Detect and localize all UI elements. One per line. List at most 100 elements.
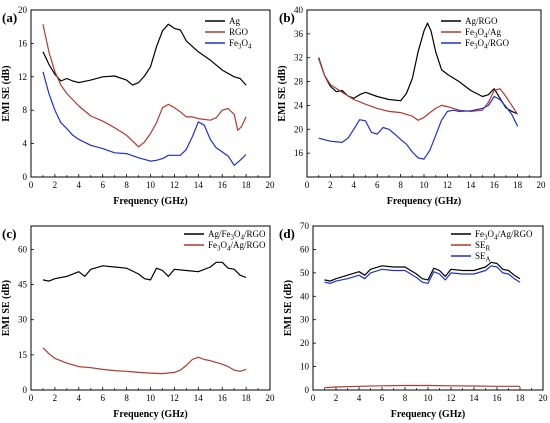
plot-frame: [312, 225, 544, 391]
panel-2: 0 2 4 6 8 10 12 14 16 18 2016202428323640Frequency…: [277, 5, 546, 207]
x-tick-label: 4: [357, 393, 362, 403]
y-tick-label: 24: [294, 100, 304, 110]
x-tick-label: 6: [375, 180, 380, 190]
x-tick-label: 12: [170, 180, 179, 190]
x-tick-label: 2: [53, 180, 58, 190]
y-tick-label: 16: [18, 38, 28, 48]
x-tick-label: 16: [493, 393, 503, 403]
x-tick-label: 16: [218, 180, 228, 190]
x-axis-title: Frequency (GHz): [391, 409, 466, 420]
x-tick-label: 6: [100, 393, 105, 403]
x-tick-label: 2: [53, 393, 58, 403]
x-tick-label: 14: [466, 180, 476, 190]
plot-frame: [30, 225, 271, 391]
x-tick-label: 12: [170, 393, 179, 403]
x-tick-label: 18: [513, 180, 523, 190]
y-tick-label: 20: [18, 5, 28, 15]
plot-frame: [306, 9, 542, 178]
x-tick-label: 14: [470, 393, 480, 403]
x-tick-label: 0: [29, 393, 34, 403]
x-tick-label: 4: [352, 180, 357, 190]
panel-label: (a): [2, 10, 17, 25]
legend-label: Fe3O4/Ag/RGO: [208, 240, 266, 253]
legend-label: Fe3O4: [229, 38, 252, 51]
y-tick-label: 70: [300, 221, 310, 231]
x-axis-title: Frequency (GHz): [113, 409, 188, 420]
legend-label: RGO: [229, 27, 249, 37]
x-tick-label: 18: [242, 393, 252, 403]
y-tick-label: 8: [23, 105, 28, 115]
series-line-rgo: [42, 24, 247, 148]
series-line-fe3o4/rgo: [318, 95, 519, 160]
x-tick-label: 0: [29, 180, 34, 190]
series-line-fe3o4/ag: [318, 58, 519, 121]
y-tick-label: 40: [294, 5, 304, 15]
y-tick-label: 0: [23, 385, 28, 395]
x-tick-label: 20: [539, 393, 549, 403]
y-axis-title: EMI SE (dB): [1, 65, 12, 121]
y-tick-label: 60: [300, 244, 310, 254]
series-line-fe3o4/ag/rgo: [324, 261, 521, 282]
x-axis-title: Frequency (GHz): [113, 196, 188, 207]
legend-label: Fe3O4/RGO: [465, 38, 510, 51]
x-tick-label: 2: [328, 180, 333, 190]
series-line-ag: [42, 23, 247, 86]
y-tick-label: 60: [18, 244, 28, 254]
series-line-fe3o4/ag/rgo: [42, 347, 247, 375]
y-tick-label: 15: [18, 350, 28, 360]
y-tick-label: 36: [294, 29, 304, 39]
x-tick-label: 6: [100, 180, 105, 190]
legend-label: SEA: [475, 251, 491, 264]
y-tick-label: 30: [300, 315, 310, 325]
series-line-sea: [324, 265, 521, 284]
x-tick-label: 12: [447, 393, 456, 403]
x-tick-label: 14: [194, 180, 204, 190]
x-tick-label: 8: [398, 180, 403, 190]
x-tick-label: 10: [146, 393, 156, 403]
y-tick-label: 20: [294, 124, 304, 134]
y-tick-label: 40: [300, 291, 310, 301]
y-tick-label: 28: [294, 77, 304, 87]
y-tick-label: 32: [294, 53, 303, 63]
x-tick-label: 8: [124, 393, 129, 403]
x-tick-label: 10: [146, 180, 156, 190]
x-tick-label: 0: [305, 180, 310, 190]
panel-label: (d): [279, 226, 295, 241]
x-tick-label: 10: [420, 180, 430, 190]
x-tick-label: 6: [380, 393, 385, 403]
x-tick-label: 12: [443, 180, 452, 190]
legend-label: Fe3O4/Ag: [465, 27, 502, 40]
legend-label: Fe3O4/Ag/RGO: [475, 229, 533, 242]
panel-1: 0 2 4 6 8 10 12 14 16 18 20 0 4 8 12 16 20 Frequency (GHz…: [1, 5, 275, 207]
y-tick-label: 20: [300, 338, 310, 348]
panel-3: 0 2 4 6 8 10 12 14 16 18 20 0 15 30 45 60 Frequency (GHz…: [1, 225, 276, 420]
panel-4: 0 2 4 6 8 10 12 14 16 18 20 0 10 20 30 40 50 60 70 Frequenc…: [279, 221, 548, 420]
x-tick-label: 18: [516, 393, 526, 403]
y-tick-label: 16: [294, 148, 304, 158]
y-tick-label: 50: [300, 268, 310, 278]
y-axis-title: EMI SE (dB): [1, 280, 12, 336]
y-tick-label: 4: [23, 139, 28, 149]
x-tick-label: 4: [77, 393, 82, 403]
y-tick-label: 10: [300, 362, 310, 372]
x-tick-label: 20: [537, 180, 547, 190]
x-tick-label: 16: [490, 180, 500, 190]
x-tick-label: 18: [242, 180, 252, 190]
legend-label: SER: [475, 240, 491, 253]
y-tick-label: 12: [18, 72, 27, 82]
x-tick-label: 0: [311, 393, 316, 403]
legend-label: Ag/Fe3O4/RGO: [208, 229, 266, 242]
x-tick-label: 20: [266, 393, 276, 403]
y-axis-title: EMI SE (dB): [277, 65, 288, 121]
y-tick-label: 45: [18, 280, 28, 290]
series-line-ag/fe3o4/rgo: [42, 261, 247, 282]
x-tick-label: 10: [424, 393, 434, 403]
y-axis-title: EMI SE (dB): [283, 280, 294, 336]
series-line-fe3o4: [42, 71, 247, 166]
x-tick-label: 16: [218, 393, 228, 403]
x-tick-label: 2: [334, 393, 339, 403]
x-tick-label: 8: [124, 180, 129, 190]
legend-label: Ag: [229, 16, 240, 26]
x-tick-label: 14: [194, 393, 204, 403]
